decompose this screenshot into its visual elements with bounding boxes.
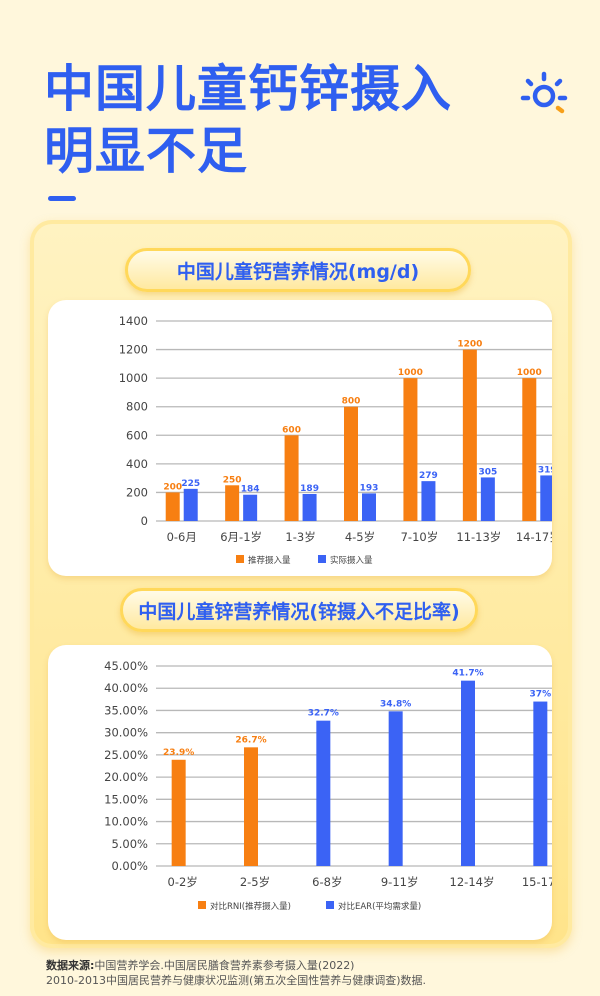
bar-actual: [183, 488, 198, 521]
y-tick-label: 5.00%: [111, 837, 148, 851]
data-label: 279: [419, 471, 438, 481]
y-tick-label: 0.00%: [111, 859, 148, 873]
source-line-2: 2010-2013中国居民营养与健康状况监测(第五次全国性营养与健康调查)数据.: [46, 974, 427, 987]
y-tick-label: 20.00%: [104, 770, 148, 784]
y-tick-label: 0: [141, 514, 148, 528]
data-source: 数据来源:中国营养学会.中国居民膳食营养素参考摄入量(2022) 2010-20…: [46, 958, 426, 988]
data-label: 193: [360, 483, 379, 493]
bar: [244, 747, 258, 866]
title-line-1: 中国儿童钙锌摄入: [44, 60, 452, 118]
data-label: 26.7%: [235, 735, 266, 745]
calcium-chart-title: 中国儿童钙营养情况(mg/d): [125, 248, 471, 292]
bar-actual: [362, 493, 376, 521]
y-tick-label: 200: [126, 485, 148, 499]
legend-label: 对比EAR(平均需求量): [338, 901, 421, 912]
source-line-1: 中国营养学会.中国居民膳食营养素参考摄入量(2022): [94, 959, 355, 972]
legend-label: 推荐摄入量: [248, 555, 291, 566]
x-tick-label: 15-17岁: [522, 875, 552, 889]
legend-label: 实际摄入量: [330, 555, 373, 566]
y-tick-label: 40.00%: [104, 681, 148, 695]
y-tick-label: 15.00%: [104, 792, 148, 806]
y-tick-label: 35.00%: [104, 703, 148, 717]
bar: [388, 711, 403, 866]
bar-actual: [540, 475, 555, 521]
legend-swatch: [326, 901, 334, 909]
data-label: 189: [300, 484, 319, 494]
y-tick-label: 30.00%: [104, 726, 148, 740]
data-label: 305: [478, 467, 497, 477]
data-label: 1000: [517, 368, 542, 378]
x-tick-label: 12-14岁: [450, 875, 495, 889]
data-label: 600: [282, 425, 301, 435]
data-label: 200: [163, 482, 182, 492]
data-label: 32.7%: [308, 709, 339, 719]
x-tick-label: 0-6月: [167, 530, 197, 544]
bar-recommended: [403, 378, 418, 521]
x-tick-label: 7-10岁: [401, 530, 439, 544]
bar-actual: [421, 481, 436, 521]
title-line-2: 明显不足: [44, 122, 248, 180]
bar-actual: [480, 477, 495, 521]
y-tick-label: 10.00%: [104, 815, 148, 829]
bar-recommended: [225, 485, 240, 521]
y-tick-label: 25.00%: [104, 748, 148, 762]
data-label: 41.7%: [452, 669, 483, 679]
bar-actual: [243, 494, 258, 521]
bar: [533, 701, 548, 866]
source-label: 数据来源:: [46, 959, 95, 972]
data-label: 1000: [398, 368, 423, 378]
x-tick-label: 6-8岁: [312, 875, 342, 889]
legend-swatch: [198, 901, 206, 909]
page-title: 中国儿童钙锌摄入 明显不足: [44, 58, 452, 182]
y-tick-label: 45.00%: [104, 659, 148, 673]
legend-label: 对比RNI(推荐摄入量): [210, 901, 291, 912]
y-tick-label: 1000: [119, 371, 148, 385]
calcium-chart-card: 0 200 400 600 800 1000 1200 1400 0-6月 200 225 6月-1岁…: [48, 300, 572, 576]
y-tick-label: 600: [126, 428, 148, 442]
bar-recommended: [522, 378, 537, 521]
x-tick-label: 11-13岁: [456, 530, 501, 544]
x-tick-label: 9-11岁: [381, 875, 419, 889]
x-tick-label: 4-5岁: [345, 530, 375, 544]
zinc-chart-title: 中国儿童锌营养情况(锌摄入不足比率): [120, 588, 478, 632]
bar: [461, 680, 475, 866]
y-tick-label: 400: [126, 457, 148, 471]
data-label: 37%: [530, 690, 552, 700]
legend-swatch: [236, 555, 244, 563]
bar-actual: [302, 494, 317, 521]
bar: [316, 720, 331, 866]
bar-recommended: [344, 406, 358, 521]
x-tick-label: 0-2岁: [168, 875, 198, 889]
zinc-chart-card: 0.00% 5.00% 10.00% 15.00% 20.00% 25.00% 30.00%…: [48, 645, 572, 940]
legend-swatch: [318, 555, 326, 563]
title-underline: [48, 196, 76, 201]
x-tick-label: 2-5岁: [240, 875, 270, 889]
y-tick-label: 1200: [119, 343, 148, 357]
data-label: 1200: [457, 340, 482, 350]
bar: [171, 759, 186, 866]
data-label: 184: [241, 485, 260, 495]
data-label: 225: [181, 479, 200, 489]
bar-recommended: [462, 349, 477, 521]
data-label: 800: [342, 397, 361, 407]
zinc-chart: 0.00% 5.00% 10.00% 15.00% 20.00% 25.00% 30.00%…: [104, 659, 572, 912]
data-label: 23.9%: [163, 748, 194, 758]
sun-icon: [520, 71, 568, 114]
data-label: 319: [538, 465, 552, 475]
bar-recommended: [284, 435, 299, 521]
x-tick-label: 1-3岁: [285, 530, 315, 544]
y-tick-label: 800: [126, 400, 148, 414]
x-tick-label: 14-17岁: [516, 530, 552, 544]
data-label: 250: [223, 475, 242, 485]
x-tick-label: 6月-1岁: [220, 530, 262, 544]
data-label: 34.8%: [380, 699, 411, 709]
y-tick-label: 1400: [119, 314, 148, 328]
bar-recommended: [165, 492, 180, 521]
